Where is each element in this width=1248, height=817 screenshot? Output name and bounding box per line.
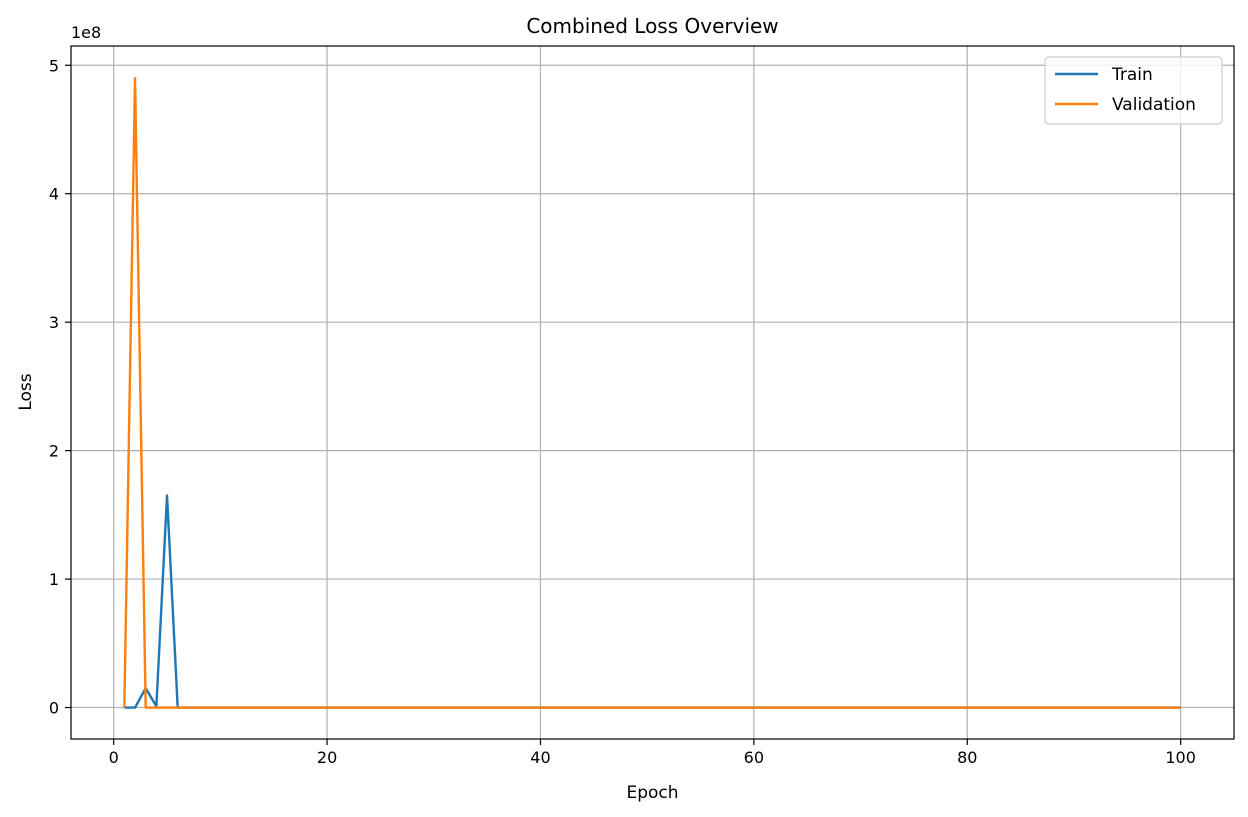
x-tick-label: 0 [109, 748, 119, 767]
legend-label-validation: Validation [1112, 95, 1196, 115]
y-axis-label: Loss [16, 373, 36, 410]
series-line-validation [123, 76, 1181, 709]
y-axis-ticks: 0 1 2 3 4 5 [49, 56, 71, 718]
x-tick-label: 60 [744, 748, 764, 767]
legend-label-train: Train [1111, 65, 1153, 85]
legend: Train Validation [1044, 56, 1223, 125]
x-axis-ticks: 0 20 40 60 80 100 [109, 739, 1196, 767]
y-tick-label: 2 [49, 442, 59, 461]
y-tick-label: 0 [49, 699, 59, 718]
chart-title: Combined Loss Overview [526, 14, 778, 38]
y-axis-offset-text: 1e8 [71, 23, 101, 42]
x-tick-label: 40 [530, 748, 550, 767]
y-tick-label: 3 [49, 313, 59, 332]
y-tick-label: 1 [49, 570, 59, 589]
x-tick-label: 20 [317, 748, 337, 767]
plot-frame [70, 45, 1235, 740]
x-tick-label: 80 [957, 748, 977, 767]
y-tick-label: 5 [49, 56, 59, 75]
x-axis-label: Epoch [626, 783, 678, 803]
series-layer [123, 76, 1181, 709]
x-tick-label: 100 [1165, 748, 1196, 767]
y-tick-label: 4 [49, 185, 59, 204]
